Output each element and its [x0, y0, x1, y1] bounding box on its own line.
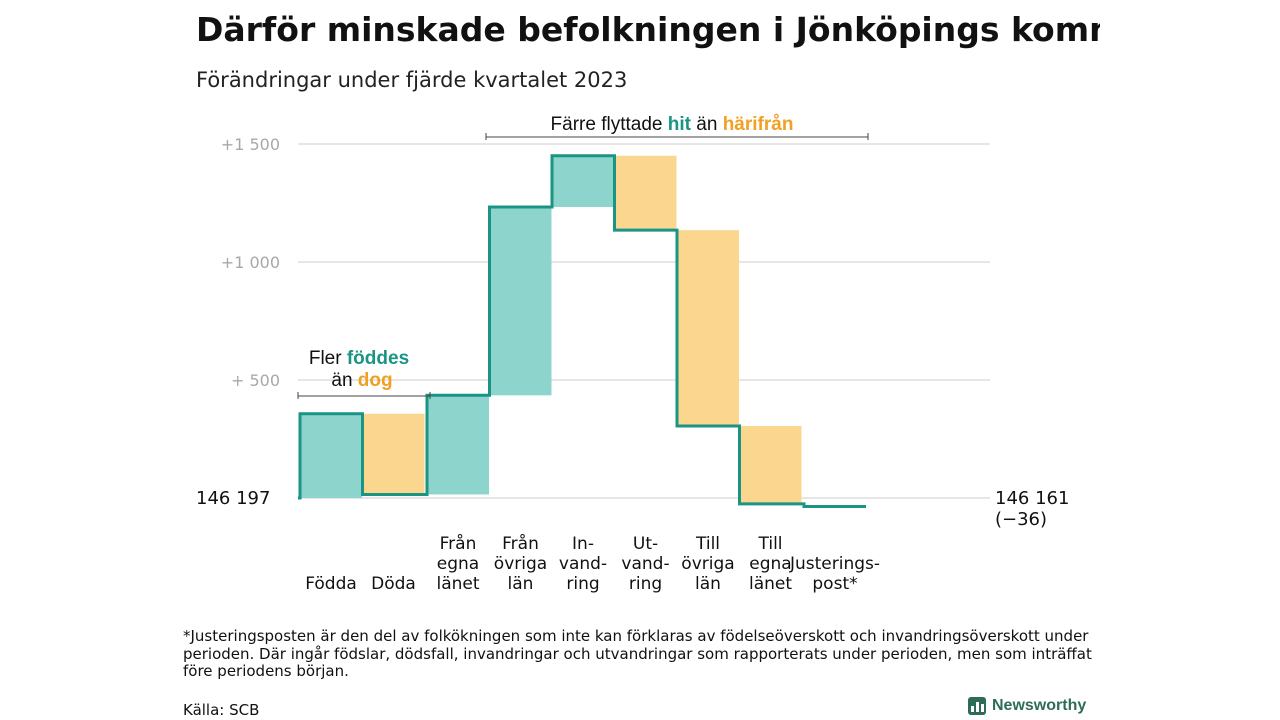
x-tick-label: vand-: [621, 554, 669, 574]
annotations: Fler föddes än dog Färre flyttade hit än…: [297, 114, 869, 399]
x-tick-label: ring: [629, 574, 662, 594]
gridlines: [298, 143, 990, 499]
bars: [300, 155, 802, 504]
y-tick-label: +1 500: [221, 135, 280, 154]
newsworthy-logo-icon: [968, 697, 986, 715]
annotation-migration: Färre flyttade hit än härifrån: [551, 114, 794, 135]
x-tick-label: övriga: [494, 554, 547, 574]
x-tick-label: Från: [502, 533, 539, 554]
waterfall-step-line: [298, 154, 866, 508]
x-tick-label: län: [508, 574, 534, 594]
x-tick-label: Ut-: [633, 534, 658, 554]
x-tick-label: ring: [566, 574, 599, 594]
x-tick-label: post*: [812, 574, 857, 594]
bar-tillövrigalän: [677, 230, 739, 427]
chart-subtitle: Förändringar under fjärde kvartalet 2023: [196, 68, 628, 92]
annotation-natural-line2: än dog: [331, 370, 392, 391]
x-tick-label: länet: [749, 574, 792, 594]
step-line: [298, 154, 866, 508]
bar-döda: [362, 413, 425, 495]
bar-invandring: [552, 155, 614, 208]
x-tick-label: Födda: [305, 574, 357, 594]
bar-utvandring: [614, 155, 677, 231]
x-tick-label: Från: [440, 533, 477, 554]
y-tick-label: +1 000: [221, 253, 280, 272]
x-tick-label: Döda: [371, 574, 416, 594]
x-tick-labels: Födda DödaFrånegnalänetFrånövrigalänIn-va…: [305, 533, 880, 594]
chart-title: Därför minskade befolkningen i Jönköping…: [196, 10, 1100, 49]
annotation-natural-line1: Fler föddes: [309, 348, 409, 369]
bar-frånövrigalän: [489, 207, 552, 396]
x-tick-label: egna: [437, 554, 479, 574]
x-tick-label: Till: [695, 534, 720, 554]
x-tick-label: Till: [757, 534, 782, 554]
bar-födda: [300, 413, 362, 498]
x-tick-label: vand-: [559, 554, 607, 574]
brand-logo: Newsworthy: [968, 697, 1086, 715]
annotation-natural-bracket: [297, 392, 431, 399]
footnote: *Justeringsposten är den del av folkökni…: [183, 627, 1092, 680]
x-tick-label: övriga: [681, 554, 734, 574]
end-change-label: (−36): [995, 509, 1047, 530]
end-value-label: 146 161: [995, 488, 1069, 509]
x-tick-label: In-: [572, 534, 594, 554]
source-label: Källa: SCB: [183, 701, 260, 719]
x-tick-label: länet: [436, 574, 479, 594]
bar-frånegnalänet: [427, 395, 489, 495]
y-tick-label: + 500: [231, 371, 280, 390]
x-tick-label: Justerings-: [789, 554, 880, 574]
x-tick-label: län: [695, 574, 721, 594]
annotation-migration-bracket: [485, 133, 869, 140]
title-container: Därför minskade befolkningen i Jönköping…: [196, 8, 1100, 56]
y-tick-labels: + 500 +1 000 +1 500: [221, 135, 280, 390]
x-tick-label: egna: [749, 554, 791, 574]
brand-name: Newsworthy: [992, 697, 1087, 714]
bar-tillegnalänet: [739, 426, 802, 504]
start-value-label: 146 197: [196, 488, 270, 509]
